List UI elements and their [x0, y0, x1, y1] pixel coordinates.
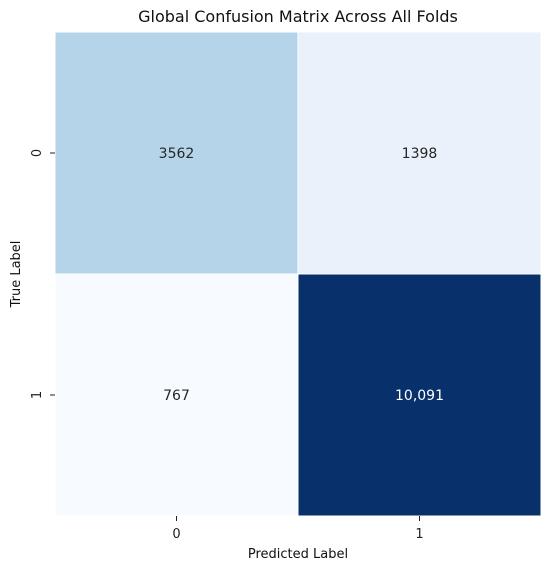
x-tick-label-0: 0 [172, 527, 180, 542]
y-axis-ticks: 01 [30, 149, 55, 399]
cell-value-label-0-1: 1398 [402, 146, 438, 162]
heatmap-cell-0-0 [54, 31, 299, 275]
y-tick-label-0: 0 [30, 149, 45, 157]
heatmap-cell-1-1 [297, 273, 542, 517]
heatmap-cells [54, 31, 542, 517]
heatmap-cell-labels: 3562 1398 767 10,091 [159, 146, 444, 404]
cell-value-label-0-0: 3562 [159, 146, 195, 162]
x-tick-label-1: 1 [415, 527, 423, 542]
heatmap-cell-1-0 [54, 273, 299, 517]
y-axis-label: True Label [9, 241, 24, 309]
heatmap-cell-0-1 [297, 31, 542, 275]
chart-title: Global Confusion Matrix Across All Folds [138, 7, 458, 26]
cell-value-label-1-1: 10,091 [395, 388, 444, 404]
cell-value-label-1-0: 767 [163, 388, 190, 404]
x-axis-label: Predicted Label [248, 547, 348, 562]
y-tick-label-1: 1 [30, 391, 45, 399]
